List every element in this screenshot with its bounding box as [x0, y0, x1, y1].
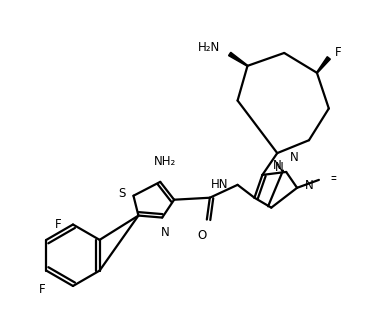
Text: F: F — [335, 46, 341, 59]
Text: F: F — [55, 218, 61, 231]
Text: N: N — [305, 179, 314, 192]
Text: HN: HN — [211, 178, 229, 191]
Text: S: S — [118, 187, 126, 200]
Text: NH₂: NH₂ — [154, 155, 176, 168]
Text: N: N — [290, 151, 299, 164]
Text: N: N — [161, 226, 170, 239]
Polygon shape — [229, 52, 248, 66]
Text: N: N — [273, 159, 282, 172]
Polygon shape — [317, 57, 331, 73]
Text: H₂N: H₂N — [197, 42, 220, 54]
Text: –: – — [331, 170, 337, 183]
Text: –: – — [331, 173, 337, 186]
Text: O: O — [197, 229, 206, 242]
Text: F: F — [39, 283, 46, 295]
Text: N: N — [275, 161, 284, 174]
